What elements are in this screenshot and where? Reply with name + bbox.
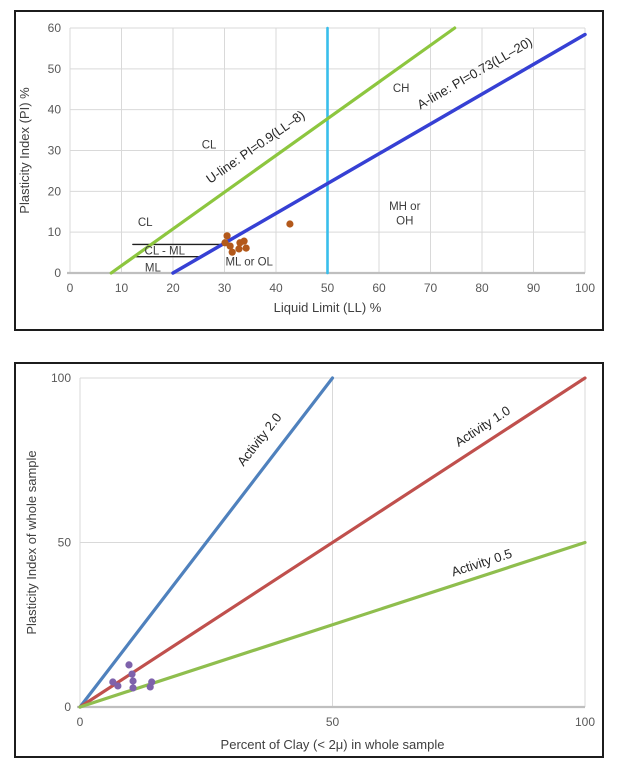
data-point xyxy=(129,684,137,692)
data-point xyxy=(148,678,156,686)
x-axis-title: Percent of Clay (< 2μ) in whole sample xyxy=(221,737,445,752)
data-point xyxy=(128,670,136,678)
data-point xyxy=(109,678,117,686)
x-tick-label: 90 xyxy=(527,281,541,295)
x-tick-label: 70 xyxy=(424,281,438,295)
zone-label: CL xyxy=(202,139,217,151)
data-point xyxy=(129,677,137,685)
data-point xyxy=(114,682,122,690)
x-tick-label: 50 xyxy=(321,281,335,295)
y-tick-label: 0 xyxy=(64,700,71,714)
zone-label: ML xyxy=(145,262,162,274)
data-point xyxy=(226,242,234,250)
x-tick-label: 30 xyxy=(218,281,232,295)
y-tick-label: 60 xyxy=(48,21,62,35)
zone-label: CL xyxy=(138,217,153,229)
y-tick-label: 100 xyxy=(51,371,71,385)
y-axis-title: Plasticity Index of whole sample xyxy=(24,450,39,634)
y-axis-title: Plasticity Index (PI) % xyxy=(17,87,32,214)
x-tick-label: 0 xyxy=(77,715,84,729)
y-tick-label: 40 xyxy=(48,103,62,117)
reference-line-label: U-line: PI=0.9(LL–8) xyxy=(203,107,307,186)
x-tick-label: 80 xyxy=(475,281,489,295)
x-tick-label: 0 xyxy=(67,281,74,295)
a-line xyxy=(171,32,587,275)
zone-label: ML or OL xyxy=(225,257,273,269)
x-axis-title: Liquid Limit (LL) % xyxy=(274,300,382,315)
zone-label: CH xyxy=(393,83,410,95)
x-tick-label: 50 xyxy=(326,715,340,729)
data-point xyxy=(221,239,229,247)
data-point xyxy=(125,661,133,669)
y-tick-label: 20 xyxy=(48,184,62,198)
data-point xyxy=(242,244,250,252)
reference-line-label: Activity 2.0 xyxy=(234,410,285,469)
data-point xyxy=(240,237,248,245)
zone-label: OH xyxy=(396,216,413,228)
y-tick-label: 50 xyxy=(58,536,72,550)
data-point xyxy=(235,245,243,253)
x-tick-label: 10 xyxy=(115,281,129,295)
reference-line-label: Activity 1.0 xyxy=(452,403,513,450)
data-point xyxy=(286,220,294,228)
activity-0.5-line xyxy=(78,540,587,709)
x-tick-label: 60 xyxy=(372,281,386,295)
zone-label: MH or xyxy=(389,201,420,213)
x-tick-label: 100 xyxy=(575,715,595,729)
activity-chart-frame xyxy=(14,362,604,758)
u-line xyxy=(109,26,457,275)
activity-1.0-line xyxy=(78,376,587,709)
reference-line-label: Activity 0.5 xyxy=(449,546,513,580)
y-tick-label: 50 xyxy=(48,62,62,76)
data-point xyxy=(228,248,236,256)
plasticity-chart-frame xyxy=(14,10,604,331)
y-tick-label: 10 xyxy=(48,225,62,239)
x-tick-label: 20 xyxy=(166,281,180,295)
y-tick-label: 30 xyxy=(48,144,62,158)
zone-label: CL - ML xyxy=(145,246,186,258)
activity-2.0-line xyxy=(78,376,335,709)
x-tick-label: 40 xyxy=(269,281,283,295)
x-tick-label: 100 xyxy=(575,281,595,295)
data-point xyxy=(223,232,231,240)
y-tick-label: 0 xyxy=(54,266,61,280)
